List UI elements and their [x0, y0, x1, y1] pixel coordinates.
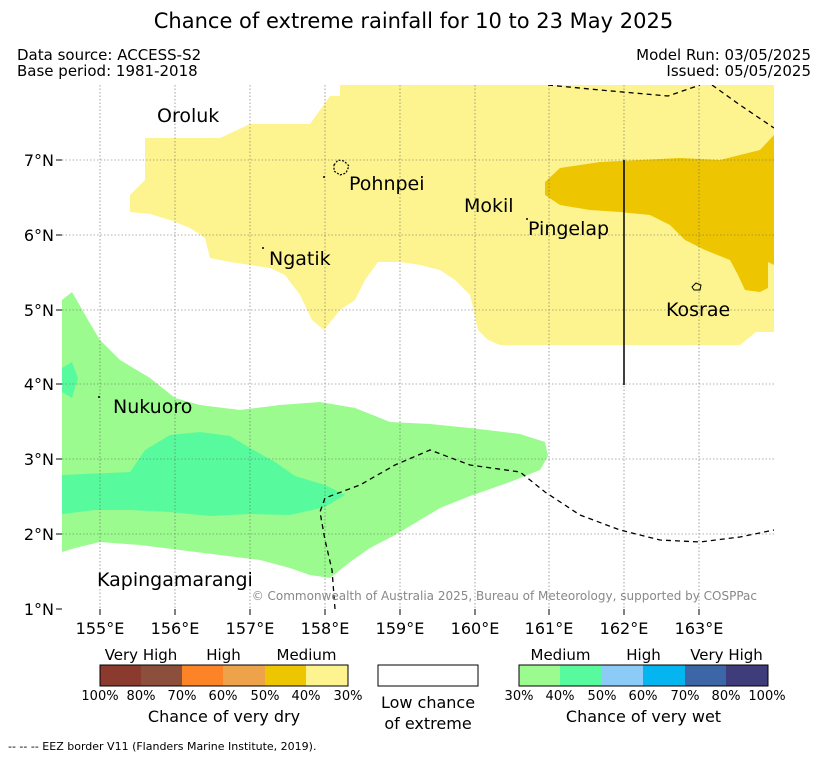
model-run-label: Model Run: 03/05/2025	[636, 46, 811, 64]
wet-tick: 30%	[504, 689, 534, 704]
lon-label: 160°E	[451, 619, 500, 638]
dry-40-region	[545, 135, 774, 292]
lon-label: 155°E	[76, 619, 125, 638]
chart-title: Chance of extreme rainfall for 10 to 23 …	[153, 9, 674, 33]
kosrae-island-icon	[691, 282, 702, 291]
wet-tick: 60%	[628, 689, 658, 704]
wet-tick: 70%	[670, 689, 700, 704]
dry-tick: 60%	[208, 689, 238, 704]
wet-medium-label: Medium	[530, 646, 591, 664]
lon-label: 156°E	[151, 619, 200, 638]
place-mokil: Mokil	[464, 195, 514, 217]
lat-label: 2°N	[24, 525, 54, 544]
wet-very-high-label: Very High	[690, 646, 763, 664]
place-pingelap: Pingelap	[528, 218, 609, 240]
dry-tick: 80%	[126, 689, 156, 704]
wet-tick: 100%	[748, 689, 786, 704]
issued-label: Issued: 05/05/2025	[666, 62, 811, 80]
wet-tick: 50%	[587, 689, 617, 704]
lon-label: 161°E	[525, 619, 574, 638]
lat-label: 5°N	[24, 301, 54, 320]
lon-label: 157°E	[226, 619, 275, 638]
place-oroluk: Oroluk	[157, 105, 219, 127]
place-kosrae: Kosrae	[666, 299, 730, 321]
place-ngatik: Ngatik	[269, 248, 331, 270]
place-nukuoro: Nukuoro	[113, 396, 192, 418]
lat-label: 7°N	[24, 151, 54, 170]
lat-label: 4°N	[24, 375, 54, 394]
eez-border	[319, 85, 774, 609]
lon-label: 158°E	[301, 619, 350, 638]
wet-40-region	[62, 432, 345, 516]
ngatik-dot-icon	[262, 247, 264, 249]
wet-tick: 40%	[545, 689, 575, 704]
lon-label: 159°E	[376, 619, 425, 638]
eez-footnote: -- -- -- EEZ border V11 (Flanders Marine…	[8, 740, 317, 753]
data-source-label: Data source: ACCESS-S2	[17, 46, 202, 64]
dry-very-high-label: Very High	[104, 646, 178, 664]
wet-high-label: High	[626, 646, 661, 664]
wet-caption: Chance of very wet	[565, 707, 722, 726]
dry-tick: 30%	[333, 689, 363, 704]
lon-label: 163°E	[675, 619, 724, 638]
axis-ticks	[56, 159, 700, 615]
nukuoro-dot-icon	[98, 396, 100, 398]
base-period-label: Base period: 1981-2018	[17, 62, 198, 80]
dry-medium-label: Medium	[276, 646, 337, 664]
wet-colorbar	[518, 664, 769, 687]
lat-label: 1°N	[24, 600, 54, 619]
dry-caption: Chance of very dry	[147, 707, 301, 726]
low-chance-line2: of extreme	[384, 714, 472, 733]
dry-tick: 50%	[250, 689, 280, 704]
island-dot-icon	[323, 176, 325, 178]
lon-label: 162°E	[600, 619, 649, 638]
place-kapingamarangi: Kapingamarangi	[97, 569, 253, 591]
lat-label: 3°N	[24, 450, 54, 469]
lat-label: 6°N	[24, 226, 54, 245]
place-pohnpei: Pohnpei	[349, 173, 425, 195]
pohnpei-island-icon	[333, 159, 350, 176]
dry-colorbar	[99, 664, 349, 687]
dry-30-region	[130, 85, 774, 345]
pingelap-dot-icon	[526, 218, 528, 220]
copyright-text: © Commonwealth of Australia 2025, Bureau…	[252, 589, 757, 603]
dry-tick: 70%	[167, 689, 197, 704]
dry-tick: 40%	[291, 689, 321, 704]
wet-tick: 80%	[711, 689, 741, 704]
low-chance-line1: Low chance	[380, 693, 476, 712]
dry-high-label: High	[206, 646, 241, 664]
dry-tick: 100%	[81, 689, 119, 704]
low-chance-swatch	[377, 664, 479, 687]
wet-40-patch	[62, 362, 78, 398]
